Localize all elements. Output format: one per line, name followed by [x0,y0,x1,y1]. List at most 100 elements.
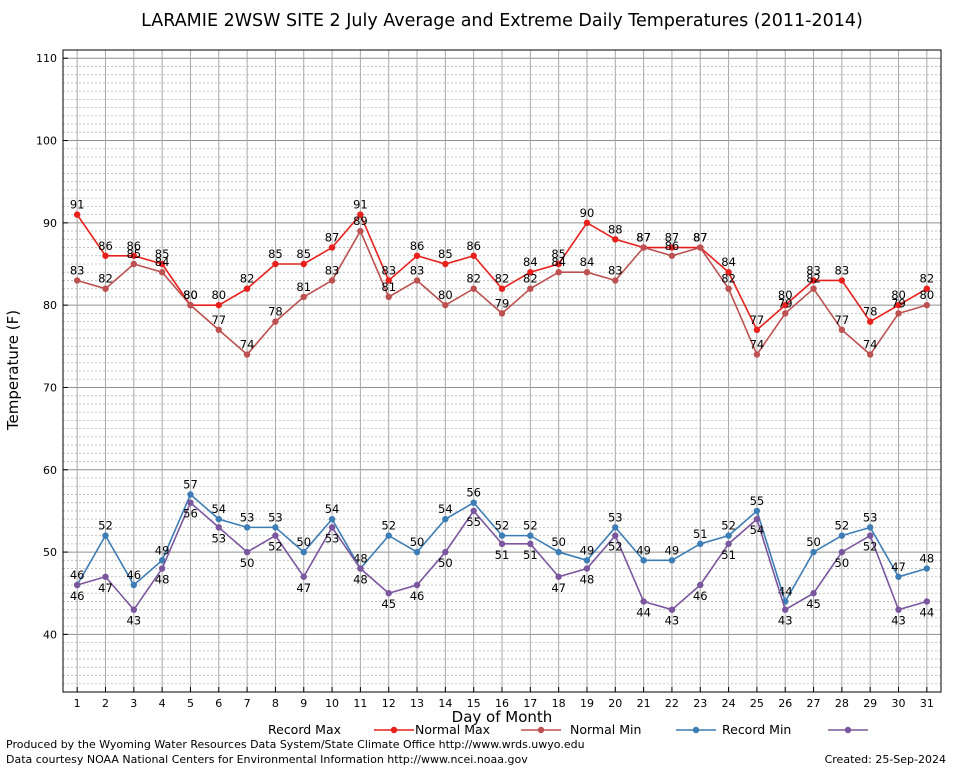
normal-min-point [555,548,562,556]
legend-marker-normal-max [537,726,545,734]
x-tick-label: 3 [130,697,137,710]
record-max-data-label: 82 [240,272,255,286]
record-min-point [442,548,449,556]
normal-max-data-label: 80 [920,288,935,302]
record-min-data-label: 43 [778,614,793,628]
normal-min-point [866,524,874,531]
legend-marker-record-max [390,726,398,734]
normal-min-data-label: 54 [325,502,340,516]
record-max-point [385,277,392,284]
normal-min-data-label: 57 [183,477,198,491]
record-min-data-label: 47 [296,581,311,595]
normal-min-data-label: 53 [240,510,255,524]
normal-min-data-label: 53 [608,510,623,524]
record-max-point [102,252,109,259]
y-axis-label: Temperature (F) [4,310,22,431]
y-tick-label: 110 [36,52,57,65]
y-tick-label: 90 [43,217,57,230]
normal-min-data-label: 52 [835,519,850,533]
x-axis-label: Day of Month [452,708,553,726]
record-max-data-label: 87 [665,231,680,245]
x-tick-label: 2 [102,697,109,710]
x-tick-label: 16 [495,697,509,710]
x-tick-label: 17 [523,697,537,710]
normal-max-data-label: 87 [636,231,651,245]
record-max-point [73,211,81,218]
normal-min-data-label: 52 [98,519,113,533]
record-min-point [612,532,619,539]
record-max-point [753,326,761,334]
normal-max-point [300,293,307,301]
normal-max-data-label: 82 [523,272,538,286]
record-min-point [923,598,931,605]
x-tick-label: 8 [272,697,279,710]
normal-max-data-label: 74 [863,338,878,352]
normal-max-point [782,310,789,317]
record-min-data-label: 52 [863,540,878,554]
normal-min-data-label: 52 [721,519,736,533]
y-tick-label: 100 [36,135,57,148]
x-tick-label: 6 [215,697,222,710]
normal-min-data-label: 54 [211,502,226,516]
normal-min-point [470,499,477,506]
x-tick-label: 1 [74,697,81,710]
normal-max-data-label: 81 [296,280,311,294]
normal-min-data-label: 49 [155,543,170,557]
normal-max-data-label: 83 [410,263,425,277]
record-max-data-label: 85 [551,247,566,261]
normal-min-data-label: 50 [806,535,821,549]
normal-min-data-label: 48 [920,552,935,566]
record-min-data-label: 44 [920,605,935,619]
producer-credit: Produced by the Wyoming Water Resources … [6,738,585,751]
record-min-data-label: 51 [721,548,736,562]
record-min-point [555,573,562,580]
normal-max-data-label: 80 [438,288,453,302]
normal-max-point [158,269,166,276]
normal-min-data-label: 51 [693,527,708,541]
x-tick-label: 29 [863,697,877,710]
normal-min-point [130,581,138,589]
x-tick-label: 31 [920,697,934,710]
normal-min-data-label: 50 [296,535,311,549]
created-date: Created: 25-Sep-2024 [824,753,946,766]
normal-max-data-label: 87 [693,231,708,245]
record-max-point [895,301,902,309]
x-tick-label: 23 [693,697,707,710]
record-max-data-label: 91 [70,198,85,212]
normal-max-data-label: 82 [806,272,821,286]
record-min-data-label: 43 [665,614,680,628]
normal-max-point [498,310,506,317]
normal-min-point [413,548,421,556]
normal-min-point [753,507,761,515]
record-max-data-label: 77 [750,313,765,327]
record-min-data-label: 52 [268,540,283,554]
normal-min-data-label: 46 [70,568,85,582]
record-max-data-label: 80 [211,288,226,302]
normal-min-point [328,515,336,523]
record-max-point [555,260,562,268]
record-max-point [498,285,506,292]
normal-max-data-label: 81 [381,280,396,294]
normal-min-data-label: 52 [381,519,396,533]
normal-max-point [215,326,222,334]
normal-max-data-label: 83 [608,263,623,277]
normal-max-data-label: 77 [211,313,226,327]
record-min-data-label: 50 [835,556,850,570]
legend-marker-normal-min [692,726,700,734]
record-min-point [73,581,81,589]
record-max-point [357,211,364,218]
record-min-data-label: 45 [381,597,396,611]
normal-min-point [725,532,732,539]
normal-max-data-label: 74 [240,338,255,352]
record-min-point [866,532,874,539]
record-max-data-label: 85 [155,247,170,261]
normal-max-point [357,227,364,235]
record-min-data-label: 52 [608,540,623,554]
record-min-data-label: 45 [806,597,821,611]
normal-min-point [243,524,251,531]
legend-label-normal-max: Normal Max [415,722,490,737]
record-min-data-label: 50 [438,556,453,570]
record-min-point [130,606,138,613]
x-tick-label: 10 [325,697,339,710]
